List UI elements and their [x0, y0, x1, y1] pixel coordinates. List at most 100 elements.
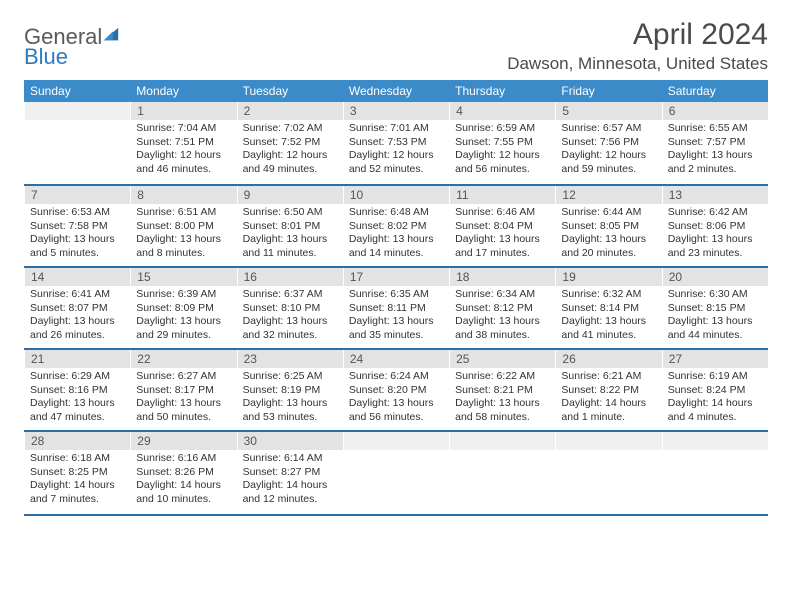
- daylight-text-2: and 41 minutes.: [561, 329, 655, 343]
- day-number: 24: [343, 350, 449, 368]
- day-number: 30: [237, 432, 343, 450]
- calendar-week-row: 1Sunrise: 7:04 AMSunset: 7:51 PMDaylight…: [24, 102, 768, 185]
- daylight-text-1: Daylight: 13 hours: [561, 315, 655, 329]
- daylight-text-1: Daylight: 13 hours: [668, 315, 762, 329]
- daylight-text-2: and 53 minutes.: [243, 411, 337, 425]
- sunset-text: Sunset: 8:16 PM: [30, 384, 124, 398]
- day-number: 1: [130, 102, 236, 120]
- calendar-day-cell: 24Sunrise: 6:24 AMSunset: 8:20 PMDayligh…: [343, 349, 449, 431]
- day-details: Sunrise: 6:14 AMSunset: 8:27 PMDaylight:…: [237, 450, 343, 511]
- day-details: Sunrise: 6:22 AMSunset: 8:21 PMDaylight:…: [449, 368, 555, 429]
- weekday-header: Thursday: [449, 80, 555, 102]
- sunset-text: Sunset: 8:11 PM: [349, 302, 443, 316]
- sunrise-text: Sunrise: 6:24 AM: [349, 370, 443, 384]
- daylight-text-1: Daylight: 13 hours: [455, 315, 549, 329]
- sunrise-text: Sunrise: 6:55 AM: [668, 122, 762, 136]
- sunset-text: Sunset: 8:01 PM: [243, 220, 337, 234]
- daylight-text-2: and 10 minutes.: [136, 493, 230, 507]
- day-details: Sunrise: 7:02 AMSunset: 7:52 PMDaylight:…: [237, 120, 343, 181]
- day-number: 5: [555, 102, 661, 120]
- sunset-text: Sunset: 8:17 PM: [136, 384, 230, 398]
- daylight-text-2: and 5 minutes.: [30, 247, 124, 261]
- calendar-day-cell: 8Sunrise: 6:51 AMSunset: 8:00 PMDaylight…: [130, 185, 236, 267]
- sunrise-text: Sunrise: 7:01 AM: [349, 122, 443, 136]
- day-number: 16: [237, 268, 343, 286]
- sunset-text: Sunset: 8:00 PM: [136, 220, 230, 234]
- day-number: 8: [130, 186, 236, 204]
- daylight-text-2: and 56 minutes.: [455, 163, 549, 177]
- calendar-day-cell: 17Sunrise: 6:35 AMSunset: 8:11 PMDayligh…: [343, 267, 449, 349]
- day-number: 11: [449, 186, 555, 204]
- weekday-header: Tuesday: [237, 80, 343, 102]
- day-number: 23: [237, 350, 343, 368]
- day-details: Sunrise: 6:24 AMSunset: 8:20 PMDaylight:…: [343, 368, 449, 429]
- sunrise-text: Sunrise: 6:19 AM: [668, 370, 762, 384]
- daylight-text-1: Daylight: 12 hours: [243, 149, 337, 163]
- title-block: April 2024 Dawson, Minnesota, United Sta…: [507, 18, 768, 74]
- day-details: Sunrise: 6:41 AMSunset: 8:07 PMDaylight:…: [24, 286, 130, 347]
- daylight-text-1: Daylight: 13 hours: [243, 397, 337, 411]
- day-details: Sunrise: 6:39 AMSunset: 8:09 PMDaylight:…: [130, 286, 236, 347]
- calendar-week-row: 7Sunrise: 6:53 AMSunset: 7:58 PMDaylight…: [24, 185, 768, 267]
- day-details: Sunrise: 6:34 AMSunset: 8:12 PMDaylight:…: [449, 286, 555, 347]
- day-number: 2: [237, 102, 343, 120]
- sunset-text: Sunset: 8:26 PM: [136, 466, 230, 480]
- daylight-text-2: and 46 minutes.: [136, 163, 230, 177]
- day-number: 26: [555, 350, 661, 368]
- daylight-text-2: and 29 minutes.: [136, 329, 230, 343]
- daylight-text-1: Daylight: 13 hours: [455, 233, 549, 247]
- daylight-text-2: and 32 minutes.: [243, 329, 337, 343]
- sunrise-text: Sunrise: 6:51 AM: [136, 206, 230, 220]
- sunrise-text: Sunrise: 6:35 AM: [349, 288, 443, 302]
- sunrise-text: Sunrise: 6:39 AM: [136, 288, 230, 302]
- sunrise-text: Sunrise: 6:27 AM: [136, 370, 230, 384]
- sunrise-text: Sunrise: 6:30 AM: [668, 288, 762, 302]
- daylight-text-1: Daylight: 13 hours: [136, 315, 230, 329]
- day-number: 9: [237, 186, 343, 204]
- day-details: Sunrise: 6:19 AMSunset: 8:24 PMDaylight:…: [662, 368, 768, 429]
- sunrise-text: Sunrise: 6:41 AM: [30, 288, 124, 302]
- sunset-text: Sunset: 8:05 PM: [561, 220, 655, 234]
- day-number: 4: [449, 102, 555, 120]
- day-details: Sunrise: 6:21 AMSunset: 8:22 PMDaylight:…: [555, 368, 661, 429]
- sunrise-text: Sunrise: 6:34 AM: [455, 288, 549, 302]
- daylight-text-2: and 4 minutes.: [668, 411, 762, 425]
- sunset-text: Sunset: 8:21 PM: [455, 384, 549, 398]
- calendar-week-row: 28Sunrise: 6:18 AMSunset: 8:25 PMDayligh…: [24, 431, 768, 515]
- daylight-text-1: Daylight: 14 hours: [30, 479, 124, 493]
- daylight-text-1: Daylight: 14 hours: [561, 397, 655, 411]
- daylight-text-1: Daylight: 13 hours: [349, 397, 443, 411]
- calendar-day-cell: 22Sunrise: 6:27 AMSunset: 8:17 PMDayligh…: [130, 349, 236, 431]
- daylight-text-1: Daylight: 13 hours: [30, 397, 124, 411]
- calendar-day-cell: 7Sunrise: 6:53 AMSunset: 7:58 PMDaylight…: [24, 185, 130, 267]
- daylight-text-1: Daylight: 13 hours: [243, 233, 337, 247]
- daylight-text-1: Daylight: 12 hours: [455, 149, 549, 163]
- day-number: 7: [24, 186, 130, 204]
- calendar-day-cell: 3Sunrise: 7:01 AMSunset: 7:53 PMDaylight…: [343, 102, 449, 185]
- sunset-text: Sunset: 7:56 PM: [561, 136, 655, 150]
- sunset-text: Sunset: 7:57 PM: [668, 136, 762, 150]
- calendar-day-cell: 5Sunrise: 6:57 AMSunset: 7:56 PMDaylight…: [555, 102, 661, 185]
- day-number: 18: [449, 268, 555, 286]
- day-details: Sunrise: 6:30 AMSunset: 8:15 PMDaylight:…: [662, 286, 768, 347]
- daylight-text-2: and 52 minutes.: [349, 163, 443, 177]
- calendar-day-cell: 10Sunrise: 6:48 AMSunset: 8:02 PMDayligh…: [343, 185, 449, 267]
- day-details: Sunrise: 6:27 AMSunset: 8:17 PMDaylight:…: [130, 368, 236, 429]
- day-number: 27: [662, 350, 768, 368]
- calendar-empty-cell: [449, 431, 555, 515]
- weekday-header: Monday: [130, 80, 236, 102]
- daylight-text-1: Daylight: 13 hours: [349, 315, 443, 329]
- daylight-text-1: Daylight: 13 hours: [136, 397, 230, 411]
- location-text: Dawson, Minnesota, United States: [507, 54, 768, 74]
- sunrise-text: Sunrise: 6:29 AM: [30, 370, 124, 384]
- daylight-text-1: Daylight: 12 hours: [561, 149, 655, 163]
- sunrise-text: Sunrise: 6:48 AM: [349, 206, 443, 220]
- daylight-text-1: Daylight: 12 hours: [136, 149, 230, 163]
- sunset-text: Sunset: 7:52 PM: [243, 136, 337, 150]
- daylight-text-1: Daylight: 13 hours: [668, 149, 762, 163]
- calendar-day-cell: 28Sunrise: 6:18 AMSunset: 8:25 PMDayligh…: [24, 431, 130, 515]
- daylight-text-1: Daylight: 13 hours: [668, 233, 762, 247]
- daylight-text-2: and 11 minutes.: [243, 247, 337, 261]
- calendar-day-cell: 19Sunrise: 6:32 AMSunset: 8:14 PMDayligh…: [555, 267, 661, 349]
- day-details: Sunrise: 6:16 AMSunset: 8:26 PMDaylight:…: [130, 450, 236, 511]
